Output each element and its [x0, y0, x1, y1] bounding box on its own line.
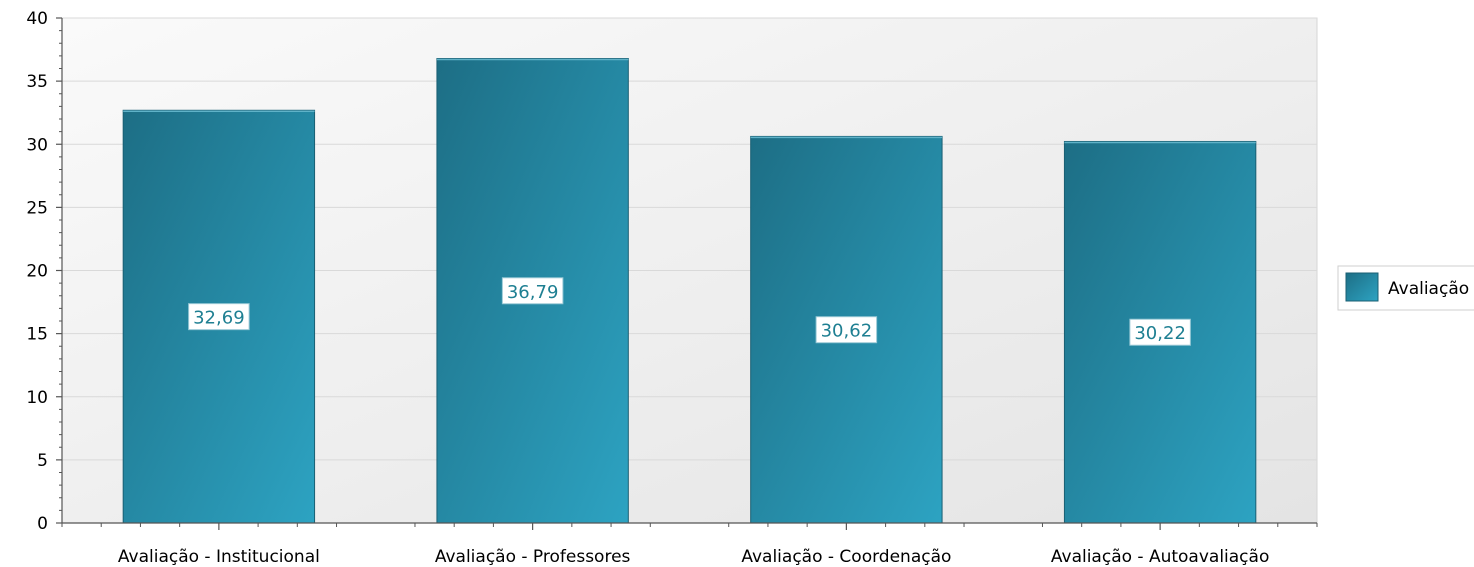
data-label: 30,62: [821, 321, 873, 342]
x-category-label: Avaliação - Institucional: [118, 547, 320, 567]
legend-label: Avaliação: [1388, 279, 1469, 299]
data-label-box: [188, 303, 250, 331]
x-category-label: Avaliação - Professores: [435, 547, 631, 567]
y-tick-label: 15: [26, 325, 48, 345]
data-label-box: [1129, 318, 1191, 346]
legend-swatch: [1345, 272, 1379, 302]
y-ticks: 0 5 10 15 20 25 30 35 40: [26, 9, 62, 534]
data-label: 30,22: [1134, 323, 1186, 344]
y-tick-label: 10: [26, 388, 48, 408]
y-tick-label: 40: [26, 9, 48, 29]
y-tick-label: 5: [37, 451, 48, 471]
data-label-box: [815, 316, 878, 344]
legend: Avaliação: [1337, 265, 1474, 311]
data-labels: 32,69 36,79 30,62 30,22: [188, 277, 1191, 346]
x-category-label: Avaliação - Autoavaliação: [1051, 547, 1269, 567]
data-label-box: [501, 277, 564, 305]
x-ticks: Avaliação - Institucional Avaliação - Pro…: [61, 523, 1318, 567]
y-tick-label: 35: [26, 72, 48, 92]
data-label: 36,79: [507, 282, 559, 303]
y-tick-label: 20: [26, 262, 48, 282]
x-category-label: Avaliação - Coordenação: [741, 547, 951, 567]
y-tick-label: 30: [26, 135, 48, 155]
data-label: 32,69: [193, 308, 245, 329]
y-tick-label: 25: [26, 198, 48, 218]
y-tick-label: 0: [37, 514, 48, 534]
